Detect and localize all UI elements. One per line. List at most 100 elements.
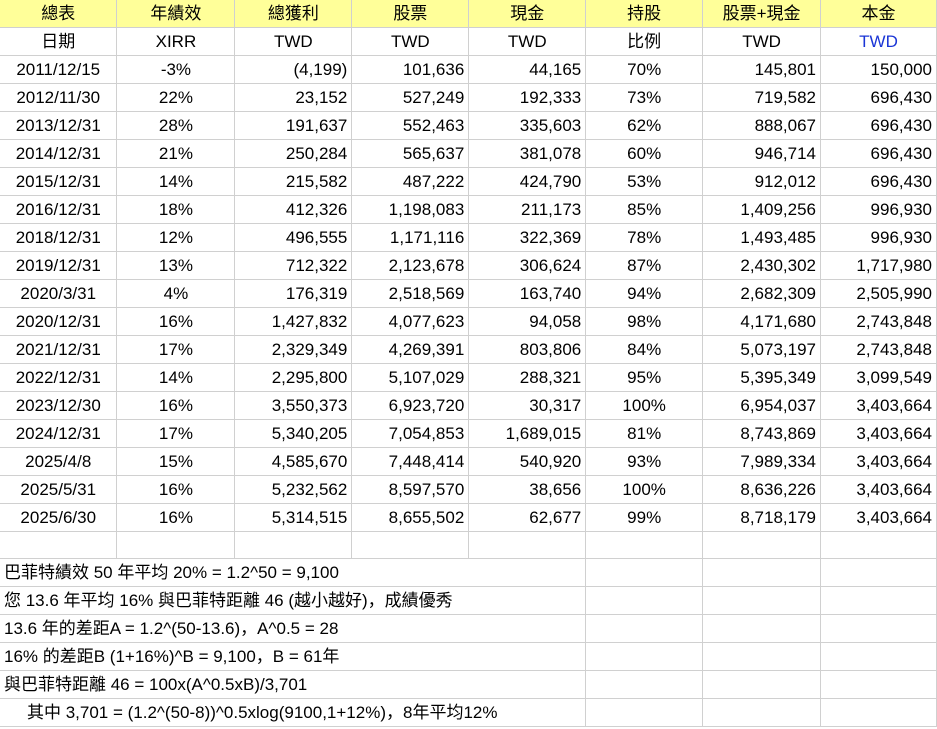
cell-stock-ratio[interactable]: 73% (585, 83, 704, 112)
header-cash[interactable]: 現金 (468, 0, 587, 28)
cell-stocks-plus-cash[interactable]: 946,714 (702, 139, 822, 168)
cell-xirr[interactable]: -3% (116, 55, 236, 84)
cell-cash[interactable]: 30,317 (468, 391, 587, 420)
cell-stocks[interactable]: 487,222 (351, 167, 470, 196)
cell-xirr[interactable]: 16% (116, 307, 236, 336)
cell-stocks[interactable]: 5,107,029 (351, 363, 470, 392)
header-capital[interactable]: 本金 (820, 0, 937, 28)
subheader-stocks[interactable]: TWD (351, 27, 470, 56)
cell-xirr[interactable]: 4% (116, 279, 236, 308)
cell-date[interactable]: 2024/12/31 (0, 419, 118, 448)
header-date[interactable]: 總表 (0, 0, 118, 28)
cell-cash[interactable]: 44,165 (468, 55, 587, 84)
cell-cash[interactable]: 211,173 (468, 195, 587, 224)
empty-cell[interactable] (702, 614, 822, 643)
cell-stocks[interactable]: 2,518,569 (351, 279, 470, 308)
cell-stock-ratio[interactable]: 53% (585, 167, 704, 196)
cell-date[interactable]: 2022/12/31 (0, 363, 118, 392)
cell-date[interactable]: 2020/12/31 (0, 307, 118, 336)
empty-cell[interactable] (820, 614, 937, 643)
empty-cell[interactable] (702, 586, 822, 615)
cell-capital[interactable]: 696,430 (820, 139, 937, 168)
cell-stocks[interactable]: 552,463 (351, 111, 470, 140)
empty-cell[interactable] (702, 642, 822, 671)
header-stocks-plus-cash[interactable]: 股票+現金 (702, 0, 822, 28)
cell-total-profit[interactable]: 5,232,562 (234, 475, 353, 504)
cell-capital[interactable]: 2,505,990 (820, 279, 937, 308)
cell-cash[interactable]: 540,920 (468, 447, 587, 476)
cell-stocks[interactable]: 1,171,116 (351, 223, 470, 252)
cell-cash[interactable]: 94,058 (468, 307, 587, 336)
cell-xirr[interactable]: 22% (116, 83, 236, 112)
empty-cell[interactable] (820, 642, 937, 671)
cell-stocks-plus-cash[interactable]: 8,636,226 (702, 475, 822, 504)
cell-stock-ratio[interactable]: 94% (585, 279, 704, 308)
cell-stock-ratio[interactable]: 81% (585, 419, 704, 448)
cell-total-profit[interactable]: 176,319 (234, 279, 353, 308)
cell-stocks-plus-cash[interactable]: 2,682,309 (702, 279, 822, 308)
cell-stock-ratio[interactable]: 98% (585, 307, 704, 336)
cell-date[interactable]: 2016/12/31 (0, 195, 118, 224)
cell-capital[interactable]: 3,403,664 (820, 447, 937, 476)
cell-total-profit[interactable]: 5,314,515 (234, 503, 353, 532)
cell-stocks-plus-cash[interactable]: 6,954,037 (702, 391, 822, 420)
cell-capital[interactable]: 996,930 (820, 195, 937, 224)
cell-date[interactable]: 2025/4/8 (0, 447, 118, 476)
header-total-profit[interactable]: 總獲利 (234, 0, 353, 28)
note-text[interactable]: 您 13.6 年平均 16% 與巴菲特距離 46 (越小越好)，成績優秀 (0, 586, 587, 615)
note-text[interactable]: 13.6 年的差距A = 1.2^(50-13.6)，A^0.5 = 28 (0, 614, 587, 643)
cell-stocks-plus-cash[interactable]: 912,012 (702, 167, 822, 196)
cell-capital[interactable]: 996,930 (820, 223, 937, 252)
cell-stocks[interactable]: 1,198,083 (351, 195, 470, 224)
empty-cell[interactable] (468, 531, 587, 559)
cell-stocks-plus-cash[interactable]: 2,430,302 (702, 251, 822, 280)
cell-stock-ratio[interactable]: 84% (585, 335, 704, 364)
cell-stocks-plus-cash[interactable]: 719,582 (702, 83, 822, 112)
cell-cash[interactable]: 1,689,015 (468, 419, 587, 448)
cell-stocks-plus-cash[interactable]: 5,073,197 (702, 335, 822, 364)
cell-date[interactable]: 2013/12/31 (0, 111, 118, 140)
cell-capital[interactable]: 1,717,980 (820, 251, 937, 280)
cell-stocks-plus-cash[interactable]: 4,171,680 (702, 307, 822, 336)
cell-cash[interactable]: 192,333 (468, 83, 587, 112)
cell-total-profit[interactable]: 2,329,349 (234, 335, 353, 364)
cell-stocks[interactable]: 8,597,570 (351, 475, 470, 504)
cell-stocks[interactable]: 4,269,391 (351, 335, 470, 364)
cell-stock-ratio[interactable]: 85% (585, 195, 704, 224)
cell-cash[interactable]: 306,624 (468, 251, 587, 280)
cell-stocks-plus-cash[interactable]: 1,493,485 (702, 223, 822, 252)
cell-stocks-plus-cash[interactable]: 1,409,256 (702, 195, 822, 224)
cell-cash[interactable]: 322,369 (468, 223, 587, 252)
subheader-capital[interactable]: TWD (820, 27, 937, 56)
cell-date[interactable]: 2018/12/31 (0, 223, 118, 252)
cell-stock-ratio[interactable]: 70% (585, 55, 704, 84)
cell-stocks[interactable]: 565,637 (351, 139, 470, 168)
cell-cash[interactable]: 163,740 (468, 279, 587, 308)
cell-capital[interactable]: 3,403,664 (820, 503, 937, 532)
cell-total-profit[interactable]: 412,326 (234, 195, 353, 224)
cell-capital[interactable]: 2,743,848 (820, 307, 937, 336)
empty-cell[interactable] (702, 531, 822, 559)
cell-total-profit[interactable]: 5,340,205 (234, 419, 353, 448)
cell-stock-ratio[interactable]: 87% (585, 251, 704, 280)
cell-xirr[interactable]: 21% (116, 139, 236, 168)
cell-xirr[interactable]: 16% (116, 391, 236, 420)
subheader-xirr[interactable]: XIRR (116, 27, 236, 56)
cell-date[interactable]: 2012/11/30 (0, 83, 118, 112)
cell-date[interactable]: 2015/12/31 (0, 167, 118, 196)
cell-xirr[interactable]: 18% (116, 195, 236, 224)
subheader-cash[interactable]: TWD (468, 27, 587, 56)
cell-date[interactable]: 2021/12/31 (0, 335, 118, 364)
empty-cell[interactable] (351, 531, 470, 559)
cell-stocks[interactable]: 7,054,853 (351, 419, 470, 448)
empty-cell[interactable] (820, 531, 937, 559)
cell-total-profit[interactable]: 712,322 (234, 251, 353, 280)
cell-stock-ratio[interactable]: 95% (585, 363, 704, 392)
cell-stock-ratio[interactable]: 99% (585, 503, 704, 532)
cell-stocks[interactable]: 2,123,678 (351, 251, 470, 280)
cell-total-profit[interactable]: 4,585,670 (234, 447, 353, 476)
cell-capital[interactable]: 3,099,549 (820, 363, 937, 392)
cell-total-profit[interactable]: 1,427,832 (234, 307, 353, 336)
cell-xirr[interactable]: 17% (116, 335, 236, 364)
empty-cell[interactable] (702, 558, 822, 587)
